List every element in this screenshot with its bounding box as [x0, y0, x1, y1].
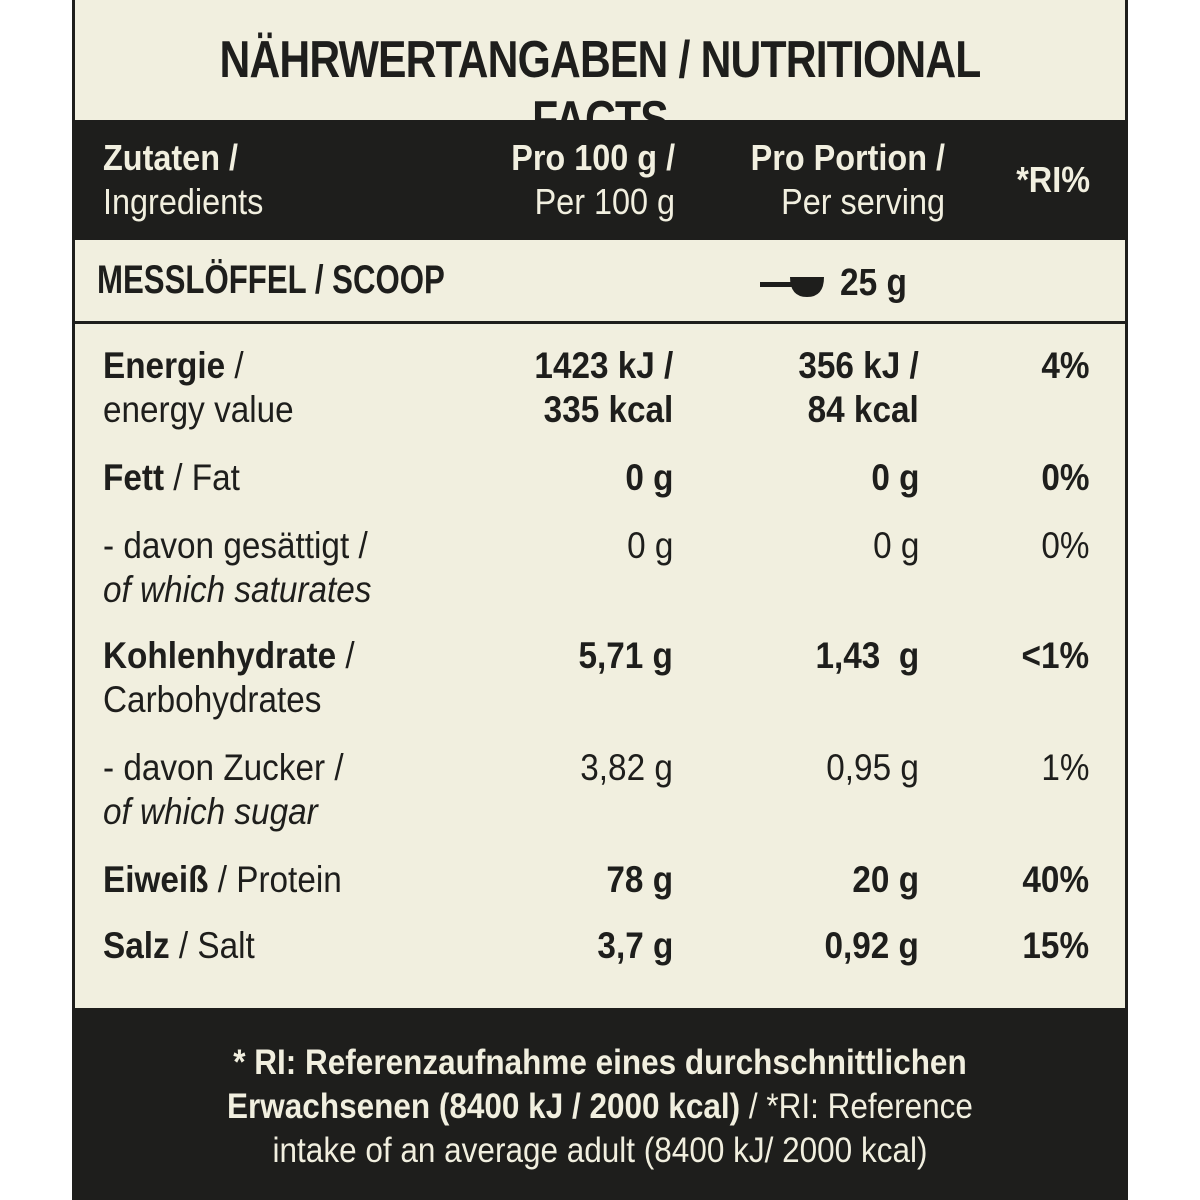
name-separator: /: [225, 345, 244, 386]
nutrient-name-de: - davon gesättigt /: [103, 525, 368, 566]
value-per-serving: 356 kJ / 84 kcal: [799, 344, 919, 432]
value-per-serving-kj: 356 kJ /: [798, 345, 919, 386]
nutrient-name: Energie / energy value: [103, 344, 294, 432]
footer-line-3: intake of an average adult (8400 kJ/ 200…: [272, 1131, 928, 1170]
table-header: Zutaten / Ingredients Pro 100 g / Per 10…: [75, 120, 1125, 240]
scoop-amount: 25 g: [760, 262, 916, 305]
nutrient-name-en: energy value: [103, 389, 294, 430]
nutrient-name: - davon gesättigt / of which saturates: [103, 524, 371, 612]
nutrient-name: - davon Zucker / of which sugar: [103, 746, 344, 834]
value-per-serving: 20 g: [852, 859, 919, 900]
scoop-label: MESSLÖFFEL / SCOOP: [97, 258, 445, 302]
header-ri: *RI%: [1016, 159, 1090, 200]
value-per-100g: 3,82 g: [580, 747, 673, 788]
nutrient-name-de: Energie: [103, 345, 226, 386]
value-per-100g: 0 g: [624, 457, 673, 498]
nutrient-name-de: Kohlenhydrate: [103, 635, 337, 676]
value-per-serving: 0 g: [872, 525, 919, 566]
name-separator: /: [208, 859, 237, 900]
value-per-100g: 78 g: [606, 859, 673, 900]
value-per-serving: 0,92 g: [824, 925, 919, 966]
value-ri: 0%: [1040, 525, 1089, 566]
nutrient-name: Kohlenhydrate / Carbohydrates: [103, 634, 355, 722]
value-per-100g: 3,7 g: [597, 925, 673, 966]
header-ingredients-en: Ingredients: [103, 181, 264, 222]
header-portion-en: Per serving: [781, 181, 945, 222]
value-per-100g-kj: 1423 kJ /: [534, 345, 673, 386]
scoop-amount-value: 25 g: [840, 262, 907, 304]
value-per-serving: 1,43 g: [815, 635, 919, 676]
nutrient-name-en: of which sugar: [103, 791, 318, 832]
header-ingredients-de: Zutaten /: [103, 137, 238, 178]
value-per-100g-kcal: 335 kcal: [543, 389, 673, 430]
nutrient-name-de: Eiweiß: [103, 859, 209, 900]
header-per100-en: Per 100 g: [534, 181, 675, 222]
value-per-100g: 5,71 g: [578, 635, 673, 676]
footer-line-2-bold: Erwachsenen (8400 kJ / 2000 kcal): [227, 1087, 741, 1126]
nutrient-name-en: Protein: [236, 859, 342, 900]
scoop-icon: [760, 276, 824, 297]
footer-note: * RI: Referenzaufnahme eines durchschnit…: [75, 1008, 1125, 1200]
name-separator: /: [336, 635, 355, 676]
value-ri: 0%: [1040, 457, 1089, 498]
name-separator: /: [164, 457, 192, 498]
value-ri: 1%: [1040, 747, 1089, 788]
nutrient-name-de: - davon Zucker /: [103, 747, 344, 788]
nutrient-name: Fett / Fat: [103, 456, 240, 500]
header-per100-de: Pro 100 g /: [511, 137, 675, 178]
value-ri: 4%: [1040, 345, 1089, 386]
value-per-100g: 0 g: [626, 525, 673, 566]
value-ri: <1%: [1021, 635, 1089, 676]
nutrient-name-en: Salt: [197, 925, 255, 966]
nutrient-name: Salz / Salt: [103, 924, 255, 968]
scoop-row: MESSLÖFFEL / SCOOP 25 g: [75, 240, 1125, 324]
value-per-serving-kcal: 84 kcal: [807, 389, 919, 430]
footer-line-1: * RI: Referenzaufnahme eines durchschnit…: [233, 1043, 967, 1082]
name-separator: /: [169, 925, 198, 966]
footer-line-2-rest: / *RI: Reference: [740, 1087, 973, 1126]
nutrient-name-en: of which saturates: [103, 569, 372, 610]
value-per-serving: 0,95 g: [826, 747, 919, 788]
value-ri: 15%: [1022, 925, 1089, 966]
nutrition-label: NÄHRWERTANGABEN / NUTRITIONAL FACTS Zuta…: [72, 0, 1128, 1200]
nutrient-name-de: Salz: [103, 925, 170, 966]
footer-line-2: Erwachsenen (8400 kJ / 2000 kcal) / *RI:…: [128, 1085, 1073, 1129]
nutrient-name-en: Carbohydrates: [103, 679, 322, 720]
header-portion-de: Pro Portion /: [750, 137, 945, 178]
header-ingredients: Zutaten / Ingredients: [103, 136, 263, 224]
nutrient-name: Eiweiß / Protein: [103, 858, 342, 902]
nutrient-name-en: Fat: [191, 457, 240, 498]
value-per-serving: 0 g: [870, 457, 919, 498]
nutrient-name-de: Fett: [103, 457, 165, 498]
value-ri: 40%: [1022, 859, 1089, 900]
header-per-serving: Pro Portion / Per serving: [751, 136, 945, 224]
value-per-100g: 1423 kJ / 335 kcal: [534, 344, 673, 432]
header-per-100g: Pro 100 g / Per 100 g: [511, 136, 675, 224]
